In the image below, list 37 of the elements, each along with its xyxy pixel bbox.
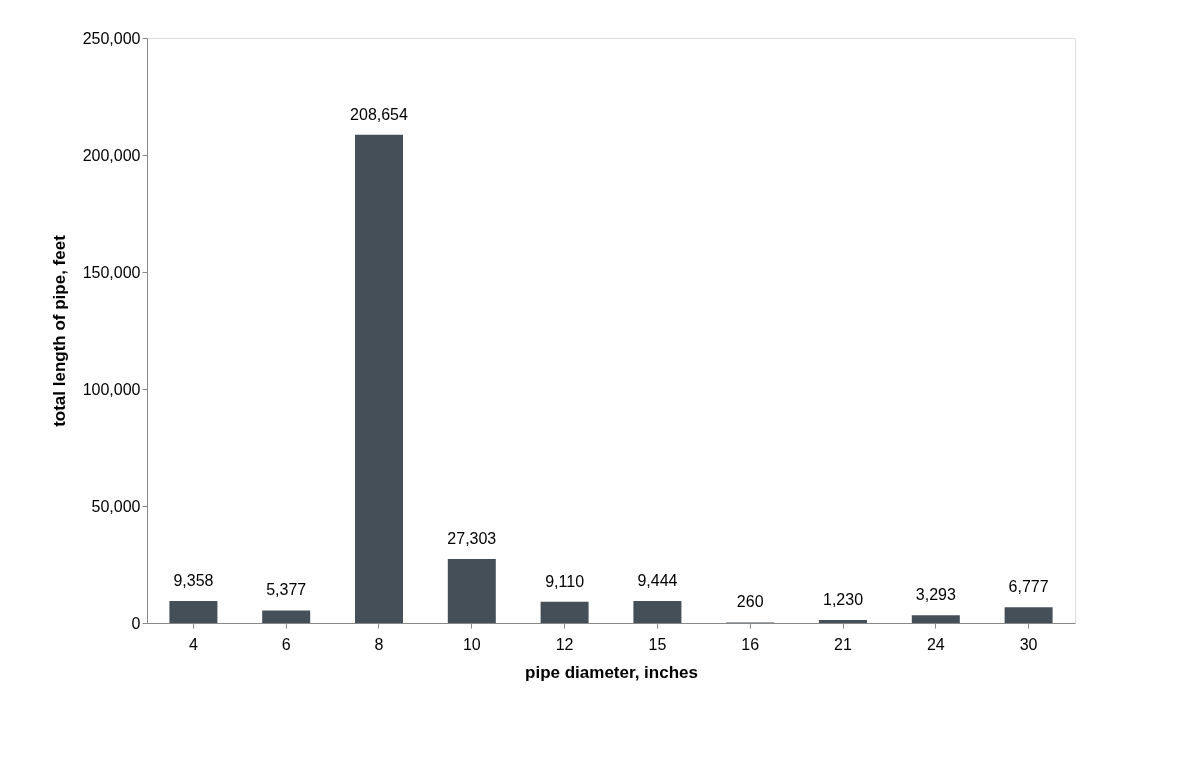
data-label: 6,777 (1008, 578, 1049, 596)
bar (1004, 607, 1053, 623)
x-tick-label: 16 (741, 635, 760, 653)
y-tick-label: 0 (131, 614, 141, 632)
x-tick-label: 8 (374, 635, 384, 653)
data-label: 5,377 (266, 581, 307, 599)
bar (911, 615, 960, 623)
x-tick-label: 4 (188, 635, 198, 653)
bar (819, 620, 867, 623)
data-label: 27,303 (447, 530, 497, 548)
y-tick-label: 100,000 (82, 380, 141, 398)
data-label: 9,110 (545, 572, 585, 590)
bar (355, 134, 403, 623)
bar (262, 610, 311, 623)
data-label: 9,444 (637, 571, 678, 589)
bar (169, 601, 218, 623)
x-tick-label: 15 (648, 635, 667, 653)
y-tick-label: 150,000 (82, 263, 141, 281)
data-label: 1,230 (822, 591, 864, 609)
bar (540, 601, 589, 623)
x-tick-label: 12 (555, 635, 574, 653)
x-tick-label: 10 (462, 635, 481, 653)
data-label: 260 (736, 593, 764, 611)
x-axis-title: pipe diameter, inches (525, 662, 698, 682)
x-tick-label: 21 (834, 635, 852, 653)
x-tick-label: 30 (1019, 635, 1038, 653)
y-tick-label: 200,000 (82, 146, 141, 164)
y-axis-title: total length of pipe, feet (49, 234, 69, 427)
bar (633, 600, 682, 623)
bar (447, 559, 496, 623)
y-tick-label: 50,000 (91, 497, 141, 515)
data-label: 208,654 (350, 105, 409, 123)
y-tick-label: 250,000 (82, 29, 141, 47)
data-label: 9,358 (173, 572, 214, 590)
x-tick-label: 24 (926, 635, 945, 653)
x-tick-label: 6 (281, 635, 291, 653)
data-label: 3,293 (915, 586, 956, 604)
